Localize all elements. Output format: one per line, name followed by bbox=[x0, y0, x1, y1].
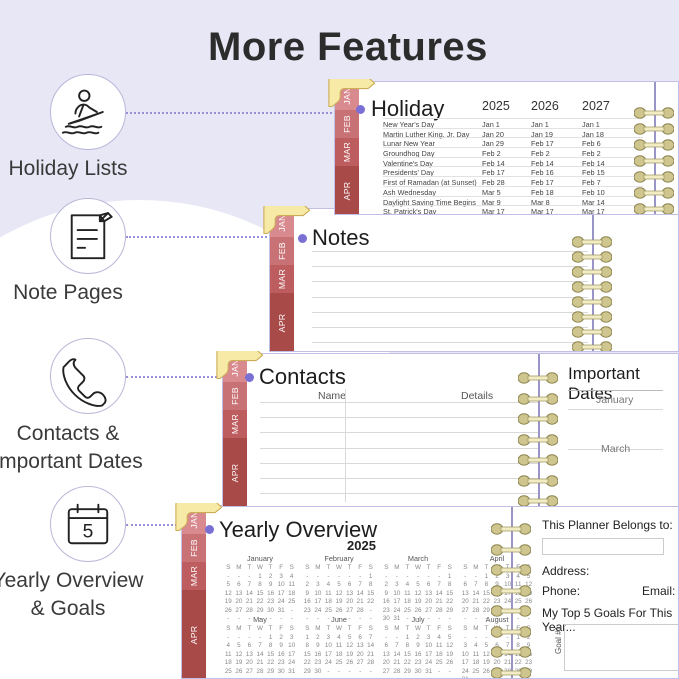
svg-text:5: 5 bbox=[83, 521, 94, 542]
